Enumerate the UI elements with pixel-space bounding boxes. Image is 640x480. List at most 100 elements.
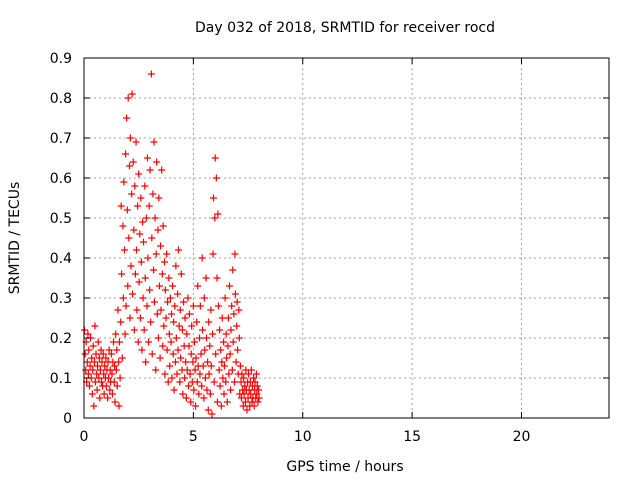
data-point [188, 322, 196, 330]
data-point [223, 354, 231, 362]
data-point [159, 222, 167, 230]
data-point [161, 286, 169, 294]
data-point [111, 362, 119, 370]
data-point [198, 254, 206, 262]
data-point [113, 346, 121, 354]
data-point [239, 402, 247, 410]
data-point [95, 374, 103, 382]
data-point [132, 138, 140, 146]
data-point [254, 398, 262, 406]
y-tick-label: 0.2 [50, 331, 72, 347]
data-point [216, 382, 224, 390]
data-point [123, 206, 131, 214]
data-point [146, 166, 154, 174]
data-point [199, 326, 207, 334]
data-point [228, 302, 236, 310]
data-point [176, 378, 184, 386]
data-point [152, 250, 160, 258]
data-point [140, 326, 148, 334]
data-point [166, 362, 174, 370]
data-point [195, 390, 203, 398]
data-point [171, 358, 179, 366]
data-point [116, 374, 124, 382]
data-point [231, 250, 239, 258]
data-point [117, 318, 125, 326]
data-point [192, 402, 200, 410]
data-point [212, 350, 220, 358]
x-tick-label: 0 [80, 429, 89, 445]
data-point [221, 294, 229, 302]
data-point [101, 362, 109, 370]
data-point [226, 350, 234, 358]
data-point [115, 338, 123, 346]
data-point [151, 214, 159, 222]
data-point [118, 354, 126, 362]
data-point [104, 394, 112, 402]
data-point [85, 382, 93, 390]
data-point [111, 398, 119, 406]
data-point [121, 330, 129, 338]
data-point [168, 310, 175, 318]
data-point [233, 322, 241, 330]
data-point [235, 306, 243, 314]
data-point [222, 378, 230, 386]
data-point [183, 330, 191, 338]
data-point [169, 350, 177, 358]
data-point [102, 382, 110, 390]
data-point [174, 290, 182, 298]
data-point [181, 374, 189, 382]
data-point [165, 274, 173, 282]
data-point [136, 314, 144, 322]
data-point [167, 338, 175, 346]
data-point [130, 326, 138, 334]
data-point [218, 358, 226, 366]
data-point [141, 274, 149, 282]
data-point [238, 370, 246, 378]
data-point [190, 386, 198, 394]
data-point [160, 322, 168, 330]
data-point [189, 302, 197, 310]
data-point [225, 370, 233, 378]
x-tick-label: 10 [294, 429, 312, 445]
data-point [172, 334, 180, 342]
data-point [170, 318, 178, 326]
y-tick-label: 0.5 [50, 211, 72, 227]
data-point [82, 366, 90, 374]
data-point [203, 386, 211, 394]
data-point [91, 358, 98, 366]
data-point [169, 282, 177, 290]
data-point [182, 358, 190, 366]
data-point [235, 334, 243, 342]
data-point [241, 382, 249, 390]
data-point [200, 394, 208, 402]
data-point [220, 362, 228, 370]
data-point [229, 338, 237, 346]
data-point [119, 294, 127, 302]
data-point [205, 370, 213, 378]
data-point [200, 294, 208, 302]
data-point [136, 230, 144, 238]
data-point [177, 354, 185, 362]
data-point [155, 282, 163, 290]
data-point [247, 366, 255, 374]
data-point [196, 334, 203, 342]
data-point [204, 358, 212, 366]
data-point [117, 202, 125, 210]
data-point [96, 394, 104, 402]
data-point [83, 358, 91, 366]
data-point [133, 306, 141, 314]
data-point [220, 338, 228, 346]
data-point [227, 326, 235, 334]
data-point [124, 94, 132, 102]
data-point [185, 342, 193, 350]
data-point [128, 90, 136, 98]
data-point [162, 314, 170, 322]
data-point [135, 278, 143, 286]
data-point [128, 190, 136, 198]
data-point [179, 390, 187, 398]
data-point [224, 314, 232, 322]
data-point [215, 302, 223, 310]
data-point [102, 354, 110, 362]
data-point [139, 294, 147, 302]
data-point [137, 194, 145, 202]
